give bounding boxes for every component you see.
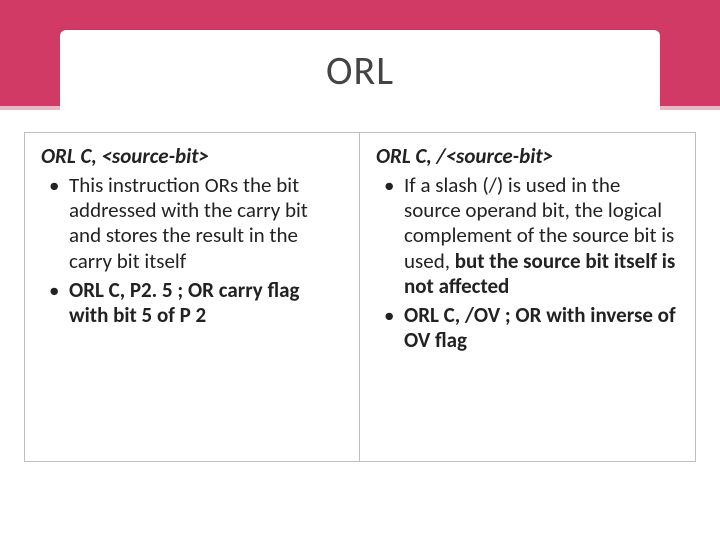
text-segment: ORL C, P2. 5 ; OR carry flag with bit 5 … (69, 277, 299, 328)
text-segment: ORL C, /OV ; OR with inverse of OV flag (404, 302, 676, 353)
title-container: ORL (60, 30, 660, 110)
list-item: ORL C, /OV ; OR with inverse of OV flag (376, 303, 679, 353)
right-list: If a slash (/) is used in the source ope… (376, 173, 679, 353)
right-column: ORL C, /<source-bit> If a slash (/) is u… (360, 132, 696, 462)
content-area: ORL C, <source-bit> This instruction ORs… (0, 110, 720, 462)
right-heading: ORL C, /<source-bit> (376, 143, 679, 169)
text-segment: This instruction ORs the bit addressed w… (69, 172, 308, 274)
left-list: This instruction ORs the bit addressed w… (41, 173, 343, 328)
slide-title: ORL (326, 46, 394, 95)
left-column: ORL C, <source-bit> This instruction ORs… (24, 132, 360, 462)
list-item: ORL C, P2. 5 ; OR carry flag with bit 5 … (41, 278, 343, 328)
list-item: If a slash (/) is used in the source ope… (376, 173, 679, 299)
list-item: This instruction ORs the bit addressed w… (41, 173, 343, 274)
slide-header: ORL (0, 0, 720, 110)
left-heading: ORL C, <source-bit> (41, 143, 343, 169)
